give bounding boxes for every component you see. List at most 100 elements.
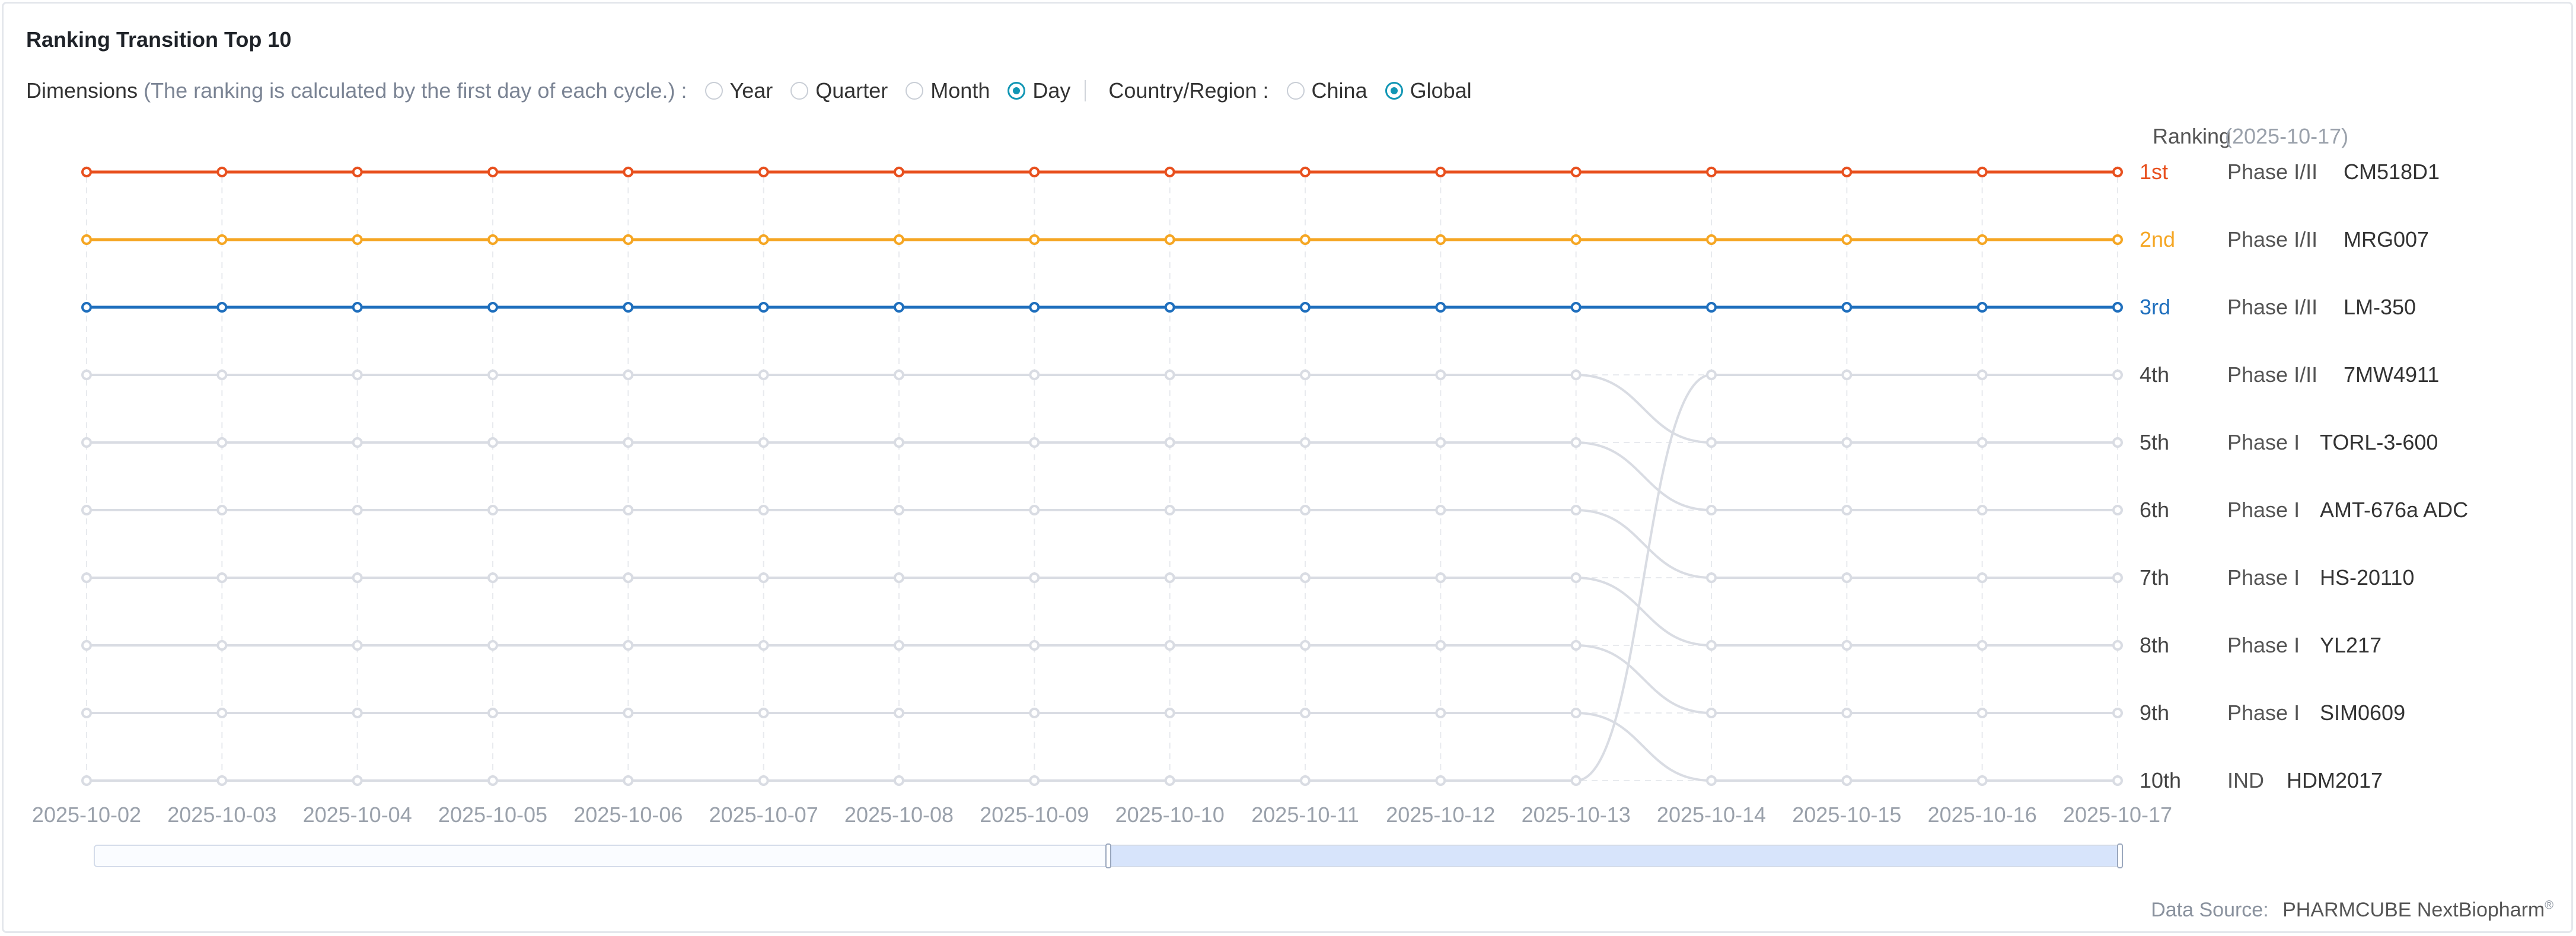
data-point (81, 437, 92, 448)
data-point (1706, 775, 1717, 786)
data-point (1435, 234, 1446, 245)
zoom-slider[interactable] (94, 843, 2123, 868)
ranking-date: (2025-10-17) (2225, 124, 2348, 148)
drug-name-label: 7MW4911 (2344, 362, 2439, 387)
data-point (1706, 437, 1717, 448)
drug-name-label: TORL-3-600 (2320, 430, 2438, 454)
data-point (1164, 234, 1175, 245)
rank-label: 6th (2140, 498, 2169, 522)
data-point (352, 437, 363, 448)
data-point (1300, 302, 1311, 313)
radio-dot-icon (790, 82, 809, 100)
data-point (2112, 708, 2123, 718)
data-point (487, 370, 498, 380)
data-source: Data Source: PHARMCUBE NextBiopharm® (2151, 899, 2553, 921)
data-point (2112, 302, 2123, 313)
series-line-yl217 (87, 577, 2118, 647)
data-point (1300, 167, 1311, 177)
data-point (1300, 775, 1311, 786)
data-point (81, 708, 92, 718)
data-point (81, 572, 92, 583)
drug-name-label: MRG007 (2344, 227, 2429, 251)
phase-label: Phase I/II (2227, 362, 2317, 387)
data-point (1300, 708, 1311, 718)
drug-name-label: YL217 (2320, 633, 2381, 657)
x-tick-label: 2025-10-09 (980, 803, 1089, 827)
data-point (352, 775, 363, 786)
radio-dimension-day[interactable]: Day (1008, 78, 1070, 103)
zoom-slider-right-handle[interactable] (2117, 843, 2123, 868)
data-point (487, 708, 498, 718)
data-point (352, 640, 363, 651)
data-point (1570, 572, 1582, 583)
radio-dimension-month[interactable]: Month (906, 78, 990, 103)
data-point (1029, 708, 1040, 718)
radio-dot-icon (1286, 82, 1305, 100)
data-point (894, 708, 904, 718)
data-point (1841, 640, 1853, 651)
data-point (216, 302, 228, 313)
data-point (352, 234, 363, 245)
data-point (758, 437, 769, 448)
data-point (1976, 708, 1988, 718)
data-point (1300, 437, 1311, 448)
data-point (487, 572, 498, 583)
data-point (1029, 505, 1040, 515)
x-tick-label: 2025-10-05 (438, 803, 547, 827)
x-tick-label: 2025-10-10 (1115, 803, 1225, 827)
data-point (216, 437, 228, 448)
data-point (758, 572, 769, 583)
data-point (1706, 302, 1717, 313)
data-point (487, 234, 498, 245)
data-point (623, 437, 634, 448)
series-line-hs-20110 (87, 509, 2118, 579)
data-point (216, 234, 228, 245)
phase-label: Phase I/II (2227, 227, 2317, 251)
data-point (2112, 370, 2123, 380)
data-point (1164, 572, 1175, 583)
filter-bar: Dimensions (The ranking is calculated by… (26, 78, 1472, 103)
data-point (1570, 640, 1582, 651)
data-point (1435, 302, 1446, 313)
zoom-slider-left-handle[interactable] (1105, 843, 1111, 868)
radio-dimension-quarter[interactable]: Quarter (790, 78, 888, 103)
radio-dimension-year[interactable]: Year (704, 78, 773, 103)
drug-name-label: HDM2017 (2287, 768, 2383, 792)
x-tick-label: 2025-10-06 (573, 803, 683, 827)
data-point (1164, 505, 1175, 515)
data-point (623, 167, 634, 177)
data-point (1435, 708, 1446, 718)
data-point (1570, 775, 1582, 786)
data-point (216, 640, 228, 651)
radio-region-china[interactable]: China (1286, 78, 1367, 103)
data-point (1435, 505, 1446, 515)
data-point (487, 437, 498, 448)
data-point (1976, 775, 1988, 786)
data-point (1570, 370, 1582, 380)
phase-label: Phase I (2227, 498, 2300, 522)
zoom-slider-selection[interactable] (1109, 846, 2121, 866)
x-tick-label: 2025-10-07 (709, 803, 818, 827)
data-point (894, 302, 904, 313)
data-point (2112, 775, 2123, 786)
data-point (487, 505, 498, 515)
data-point (2112, 234, 2123, 245)
data-point (623, 775, 634, 786)
radio-region-global[interactable]: Global (1385, 78, 1472, 103)
data-point (1706, 234, 1717, 245)
data-point (216, 370, 228, 380)
data-point (1164, 437, 1175, 448)
data-point (487, 640, 498, 651)
rank-label: 7th (2140, 565, 2169, 590)
data-point (894, 167, 904, 177)
rank-label: 9th (2140, 701, 2169, 725)
data-point (1029, 572, 1040, 583)
data-point (216, 572, 228, 583)
data-point (1435, 775, 1446, 786)
data-point (1706, 167, 1717, 177)
series-line-amt-676a-adc (87, 441, 2118, 511)
data-point (894, 505, 904, 515)
data-point (81, 640, 92, 651)
data-point (758, 708, 769, 718)
